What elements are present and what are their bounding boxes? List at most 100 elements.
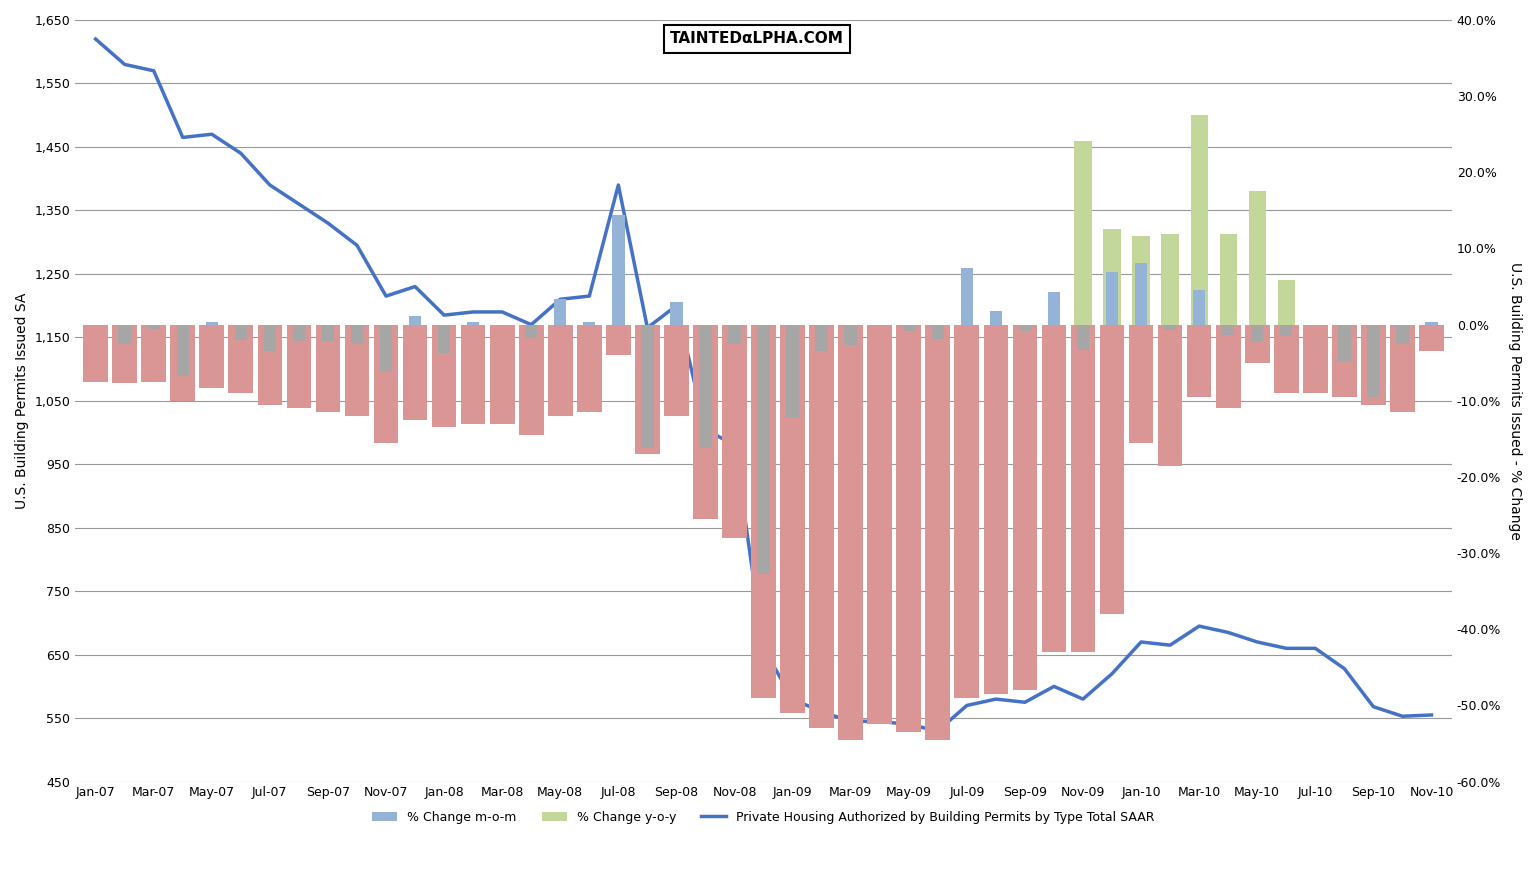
Bar — [1191, 116, 1208, 325]
Bar — [1099, 325, 1125, 614]
Bar — [699, 325, 712, 448]
Bar — [1280, 325, 1293, 336]
Bar — [612, 215, 624, 325]
Bar — [664, 325, 689, 416]
Bar — [1019, 325, 1031, 332]
Legend: % Change m-o-m, % Change y-o-y, Private Housing Authorized by Building Permits b: % Change m-o-m, % Change y-o-y, Private … — [367, 805, 1160, 829]
Bar — [177, 325, 189, 376]
Bar — [403, 325, 427, 420]
Bar — [1389, 325, 1414, 412]
Bar — [1128, 325, 1153, 443]
Bar — [547, 325, 573, 416]
Bar — [1134, 263, 1147, 325]
Bar — [844, 325, 856, 345]
Bar — [576, 325, 601, 412]
Bar — [1245, 325, 1270, 363]
Bar — [816, 325, 828, 350]
Bar — [961, 267, 973, 325]
Bar — [200, 325, 224, 388]
Bar — [1157, 325, 1182, 466]
Bar — [1193, 290, 1205, 325]
Y-axis label: U.S. Building Permits Issued - % Change: U.S. Building Permits Issued - % Change — [1508, 262, 1522, 540]
Bar — [670, 302, 682, 325]
Bar — [344, 325, 369, 416]
Bar — [1071, 325, 1096, 652]
Bar — [1013, 325, 1037, 691]
Bar — [438, 325, 450, 353]
Bar — [693, 325, 718, 519]
Bar — [467, 322, 480, 325]
Bar — [902, 325, 915, 332]
Bar — [810, 325, 835, 729]
Bar — [380, 325, 392, 372]
Bar — [1104, 229, 1120, 325]
Bar — [206, 322, 218, 325]
Bar — [1077, 325, 1090, 350]
Y-axis label: U.S. Building Permits Issued SA: U.S. Building Permits Issued SA — [15, 293, 29, 509]
Bar — [171, 325, 195, 400]
Bar — [1368, 325, 1380, 397]
Bar — [264, 325, 277, 351]
Bar — [641, 325, 653, 448]
Bar — [432, 325, 456, 428]
Bar — [315, 325, 340, 412]
Bar — [990, 311, 1002, 325]
Bar — [112, 325, 137, 384]
Bar — [984, 325, 1008, 694]
Bar — [583, 322, 595, 325]
Bar — [838, 325, 862, 740]
Bar — [1251, 325, 1263, 341]
Bar — [141, 325, 166, 382]
Bar — [520, 325, 544, 435]
Bar — [350, 325, 363, 345]
Bar — [1274, 325, 1299, 393]
Bar — [635, 325, 659, 454]
Bar — [1425, 322, 1437, 325]
Text: TAINTEDαLPHA.COM: TAINTEDαLPHA.COM — [670, 32, 844, 47]
Bar — [1162, 234, 1179, 325]
Bar — [954, 325, 979, 698]
Bar — [1164, 325, 1176, 330]
Bar — [1303, 325, 1328, 393]
Bar — [1248, 191, 1266, 325]
Bar — [409, 316, 421, 325]
Bar — [1339, 325, 1351, 362]
Bar — [1074, 141, 1091, 325]
Bar — [1105, 272, 1119, 325]
Bar — [758, 325, 770, 573]
Bar — [606, 325, 630, 355]
Bar — [1362, 325, 1386, 405]
Bar — [286, 325, 312, 408]
Bar — [867, 325, 891, 724]
Bar — [148, 325, 160, 329]
Bar — [83, 325, 108, 382]
Bar — [1396, 325, 1408, 345]
Bar — [526, 325, 538, 338]
Bar — [896, 325, 921, 732]
Bar — [1048, 292, 1061, 325]
Bar — [490, 325, 515, 423]
Bar — [1333, 325, 1357, 397]
Bar — [1419, 325, 1443, 351]
Bar — [1133, 236, 1150, 325]
Bar — [461, 325, 486, 423]
Bar — [1216, 325, 1240, 408]
Bar — [1222, 325, 1234, 335]
Bar — [931, 325, 944, 339]
Bar — [729, 325, 741, 344]
Bar — [1277, 280, 1294, 325]
Bar — [235, 325, 247, 340]
Bar — [229, 325, 254, 393]
Bar — [787, 325, 799, 417]
Bar — [118, 325, 131, 344]
Bar — [1187, 325, 1211, 397]
Bar — [373, 325, 398, 443]
Bar — [292, 325, 304, 341]
Bar — [925, 325, 950, 740]
Bar — [752, 325, 776, 698]
Bar — [1042, 325, 1067, 652]
Bar — [258, 325, 283, 405]
Bar — [555, 299, 567, 325]
Bar — [722, 325, 747, 538]
Bar — [1219, 234, 1237, 325]
